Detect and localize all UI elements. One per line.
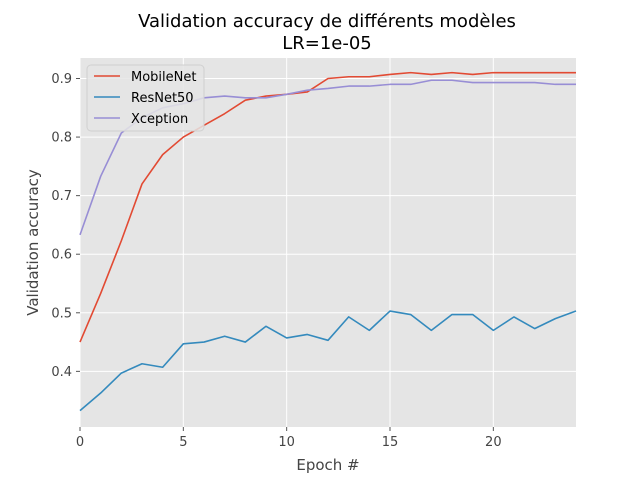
legend-label-mobilenet: MobileNet: [131, 70, 196, 85]
legend: MobileNet ResNet50 Xception: [86, 64, 205, 132]
x-tick-label: 15: [382, 435, 399, 450]
legend-label-resnet50: ResNet50: [131, 91, 194, 106]
x-tick-label: 20: [485, 435, 502, 450]
chart-subtitle: LR=1e-05: [282, 33, 372, 54]
legend-label-xception: Xception: [131, 112, 188, 127]
y-axis-ticks: 0.4 0.5 0.6 0.7 0.8 0.9: [51, 72, 80, 380]
y-tick-label: 0.8: [51, 131, 72, 146]
x-axis-ticks: 0 5 10 15 20: [76, 427, 502, 450]
series-line-resnet50: [79, 310, 577, 412]
chart-title: Validation accuracy de différents modèle…: [138, 11, 516, 32]
y-tick-label: 0.9: [51, 72, 72, 87]
series-line-mobilenet: [79, 71, 576, 343]
y-tick-label: 0.4: [51, 365, 72, 380]
y-tick-label: 0.7: [51, 189, 72, 204]
x-axis-label: Epoch #: [296, 456, 359, 474]
y-tick-label: 0.6: [51, 248, 72, 263]
y-tick-label: 0.5: [51, 306, 72, 321]
legend-box: [86, 64, 205, 132]
x-tick-label: 0: [76, 435, 84, 450]
y-axis-label: Validation accuracy: [24, 169, 42, 316]
x-tick-label: 10: [278, 435, 295, 450]
x-tick-label: 5: [179, 435, 187, 450]
